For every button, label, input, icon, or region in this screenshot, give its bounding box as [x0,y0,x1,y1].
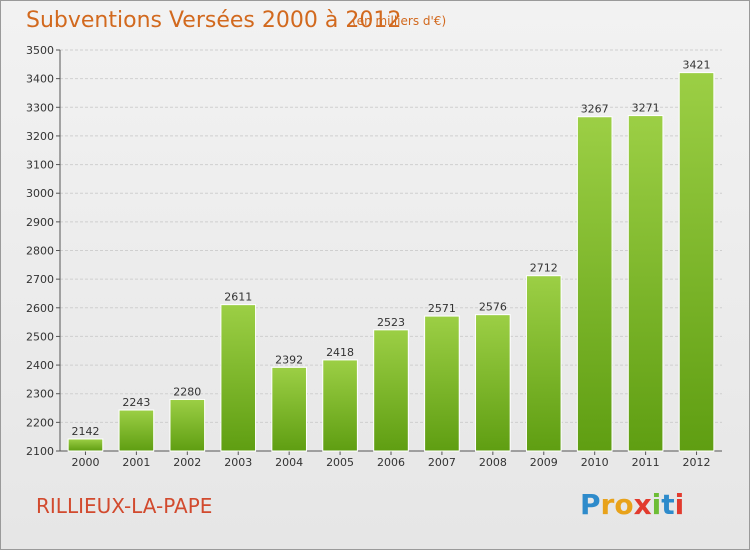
x-tick-label-2002: 2002 [173,456,201,469]
bar-2008 [475,314,511,452]
x-tick-label-2001: 2001 [122,456,150,469]
bar-2003 [220,304,257,452]
data-labels: 2142 2243 2280 2611 2392 2418 2523 2571 2576 2712… [71,59,710,438]
chart-unit-note: (en milliers d'€) [352,14,447,28]
bar-2012 [678,72,715,452]
x-tick-label-2003: 2003 [224,456,252,469]
chart-title: Subventions Versées 2000 à 2012 [26,8,402,33]
logo-letter: o [614,488,634,521]
y-tick-label: 2300 [26,388,54,401]
bar-2005 [322,359,358,452]
data-label-2011: 3271 [632,102,660,115]
x-tick-label-2000: 2000 [71,456,99,469]
proxiti-logo[interactable]: Proxiti [580,488,684,521]
y-tick-label: 2500 [26,330,54,343]
data-label-2003: 2611 [224,291,252,304]
y-tick-label: 2600 [26,302,54,315]
y-tick-label: 2900 [26,216,54,229]
y-tick-label: 2400 [26,359,54,372]
y-tick-label: 3200 [26,130,54,143]
logo-letter: t [661,488,675,521]
bar-2002 [169,398,206,452]
x-tick-label-2009: 2009 [530,456,558,469]
x-tick-label-2012: 2012 [683,456,711,469]
x-tick-label-2010: 2010 [581,456,609,469]
y-tick-label: 3400 [26,73,54,86]
axes: 2100 2200 2300 2400 2500 2600 2700 2800 2900 3000… [26,44,722,469]
y-tick-label: 3500 [26,44,54,57]
data-label-2002: 2280 [173,385,201,398]
data-label-2009: 2712 [530,262,558,275]
logo-letter: i [651,488,662,521]
y-tick-label: 3300 [26,101,54,114]
data-label-2004: 2392 [275,353,303,366]
data-label-2007: 2571 [428,302,456,315]
x-tick-label-2008: 2008 [479,456,507,469]
commune-name: RILLIEUX-LA-PAPE [36,494,213,518]
bars [67,72,715,452]
data-label-2010: 3267 [581,103,609,116]
x-tick-label-2011: 2011 [632,456,660,469]
data-label-2006: 2523 [377,316,405,329]
bar-2004 [271,366,307,452]
x-tick-label-2006: 2006 [377,456,405,469]
logo-letter: x [633,488,652,521]
data-label-2000: 2142 [71,425,99,438]
bar-2006 [373,329,409,452]
x-tick-label-2005: 2005 [326,456,354,469]
logo-letter: i [674,488,685,521]
y-tick-label: 2700 [26,273,54,286]
y-tick-label: 3100 [26,159,54,172]
data-label-2001: 2243 [122,396,150,409]
logo-letter: P [580,488,601,521]
x-tick-label-2007: 2007 [428,456,456,469]
bar-2000 [67,438,104,452]
x-tick-label-2004: 2004 [275,456,303,469]
bar-2010 [576,116,613,452]
bar-2001 [118,409,155,452]
bar-2011 [627,115,664,452]
y-tick-label: 2800 [26,245,54,258]
bar-2007 [424,315,460,452]
logo-letter: r [600,488,615,521]
y-tick-label: 2100 [26,445,54,458]
bar-2009 [525,275,562,452]
y-tick-label: 3000 [26,187,54,200]
data-label-2008: 2576 [479,301,507,314]
data-label-2012: 3421 [683,59,711,72]
y-tick-label: 2200 [26,416,54,429]
data-label-2005: 2418 [326,346,354,359]
